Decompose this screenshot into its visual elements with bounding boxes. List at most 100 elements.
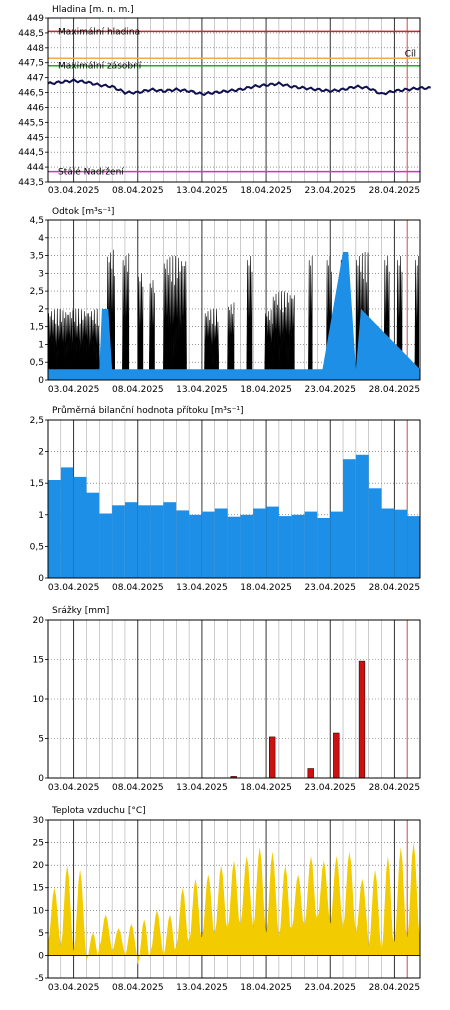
hladina-ytick-label: 448,5 <box>18 29 44 39</box>
teplota-ytick-label: 0 <box>38 951 44 961</box>
pritok-xtick-label: 23.04.2025 <box>304 583 356 593</box>
teplota-ytick-label: 25 <box>33 839 44 849</box>
hladina-reference-label: Cíl <box>405 49 416 59</box>
odtok-base-flow-area <box>48 252 420 380</box>
teplota-ytick-label: 20 <box>33 861 45 871</box>
odtok-spike-burst <box>264 309 273 381</box>
hladina-ytick-label: 446,5 <box>18 89 44 99</box>
pritok-bar <box>330 511 343 578</box>
pritok-ytick-label: 0 <box>38 574 44 584</box>
pritok-bar <box>86 492 100 578</box>
pritok-bar <box>99 513 113 578</box>
odtok-ytick-label: 2 <box>38 305 44 315</box>
teplota-ytick-label: 30 <box>33 816 45 826</box>
pritok-bar <box>150 505 164 578</box>
hladina-xtick-label: 13.04.2025 <box>176 186 228 196</box>
odtok-xtick-label: 13.04.2025 <box>176 385 228 395</box>
odtok-ytick-label: 1 <box>38 340 44 350</box>
hladina-reference-label: Maximální zásobní <box>58 62 142 72</box>
pritok-xtick-label: 13.04.2025 <box>176 583 228 593</box>
teplota-plot-border <box>47 819 421 979</box>
srazky-xtick-label: 18.04.2025 <box>240 783 292 793</box>
srazky-ytick-label: 10 <box>33 695 45 705</box>
odtok-xtick-label: 18.04.2025 <box>240 385 292 395</box>
odtok-spike-burst <box>246 255 253 381</box>
odtok-ytick-label: 1,5 <box>30 323 44 333</box>
pritok-bar <box>73 476 87 578</box>
pritok-ytick-label: 2,5 <box>30 416 44 426</box>
odtok-xtick-label: 28.04.2025 <box>369 385 421 395</box>
teplota-xtick-label: 13.04.2025 <box>176 983 228 993</box>
odtok-spike-burst <box>227 302 235 381</box>
odtok-spike-burst <box>163 255 187 381</box>
pritok-bar <box>343 459 356 578</box>
pritok-bar <box>407 516 420 578</box>
srazky-xtick-label: 03.04.2025 <box>48 783 100 793</box>
srazky-ytick-label: 15 <box>33 656 44 666</box>
hladina-ytick-label: 445 <box>27 133 44 143</box>
hladina-title: Hladina [m. n. m.] <box>52 5 134 15</box>
teplota-xtick-label: 23.04.2025 <box>304 983 356 993</box>
pritok-bar <box>355 454 369 578</box>
teplota-xtick-label: 18.04.2025 <box>240 983 292 993</box>
pritok-bar <box>368 488 382 578</box>
hladina-xtick-label: 23.04.2025 <box>304 186 356 196</box>
odtok-spike-burst <box>272 291 295 381</box>
pritok-bar <box>112 505 125 578</box>
hladina-ytick-label: 443,5 <box>18 178 44 188</box>
srazky-xtick-label: 13.04.2025 <box>176 783 228 793</box>
odtok-ytick-label: 4 <box>38 234 44 244</box>
pritok-bar <box>240 514 254 578</box>
odtok-spike-burst <box>137 273 144 381</box>
pritok-bar <box>60 467 74 578</box>
pritok-bar <box>381 508 395 578</box>
srazky-plot-border <box>47 619 421 779</box>
srazky-bar <box>269 736 276 779</box>
pritok-bar <box>304 511 318 578</box>
hladina-series-line <box>47 78 431 97</box>
pritok-bar <box>253 508 266 578</box>
pritok-bar <box>163 502 177 578</box>
pritok-xtick-label: 28.04.2025 <box>369 583 421 593</box>
teplota-ytick-label: 5 <box>38 929 44 939</box>
pritok-bar <box>201 511 215 578</box>
srazky-ytick-label: 0 <box>38 774 44 784</box>
pritok-bar <box>317 518 331 578</box>
srazky-chart: Srážky [mm] 0 5 10 15 20 03.04.2025 08.04.2025 1… <box>33 606 421 793</box>
odtok-plot-border <box>47 219 421 381</box>
odtok-ytick-label: 4,5 <box>30 216 44 226</box>
pritok-ytick-label: 2 <box>38 448 44 458</box>
hladina-ytick-label: 448 <box>27 44 44 54</box>
pritok-bar <box>394 509 408 578</box>
hladina-plot-border <box>47 17 421 183</box>
pritok-ytick-label: 0,5 <box>30 542 44 552</box>
hladina-ytick-label: 444 <box>27 163 44 173</box>
pritok-xtick-label: 08.04.2025 <box>112 583 164 593</box>
pritok-bar <box>137 505 151 578</box>
pritok-bar <box>266 506 279 578</box>
srazky-ytick-label: 5 <box>38 735 44 745</box>
pritok-bar <box>214 508 228 578</box>
pritok-bar <box>278 516 292 578</box>
teplota-xtick-label: 08.04.2025 <box>112 983 164 993</box>
pritok-xtick-label: 03.04.2025 <box>48 583 100 593</box>
pritok-xtick-label: 18.04.2025 <box>240 583 292 593</box>
odtok-ytick-label: 2,5 <box>30 287 44 297</box>
odtok-spike-burst <box>204 308 219 381</box>
hladina-plot-area <box>48 18 420 182</box>
hladina-ytick-label: 447 <box>27 74 44 84</box>
odtok-spike-burst <box>414 255 419 381</box>
teplota-xtick-label: 03.04.2025 <box>48 983 100 993</box>
hladina-reference-label: Maximální hladina <box>58 27 140 37</box>
pritok-bar <box>176 510 190 578</box>
srazky-bar <box>358 660 366 779</box>
odtok-spike-burst <box>47 308 100 381</box>
teplota-chart: Teplota vzduchu [°C] -5 0 5 10 15 20 25 30 03.04.… <box>33 806 421 993</box>
pritok-chart: Průměrná bilanční hodnota přítoku [m³s⁻¹… <box>30 405 421 593</box>
odtok-xtick-label: 23.04.2025 <box>304 385 356 395</box>
teplota-ytick-label: 15 <box>33 884 44 894</box>
hladina-chart: Hladina [m. n. m.] 443,5 444 444,5 445 445,5 4… <box>18 5 431 196</box>
pritok-bar <box>48 480 61 578</box>
odtok-xtick-label: 08.04.2025 <box>112 385 164 395</box>
teplota-temperature-area <box>48 842 420 965</box>
